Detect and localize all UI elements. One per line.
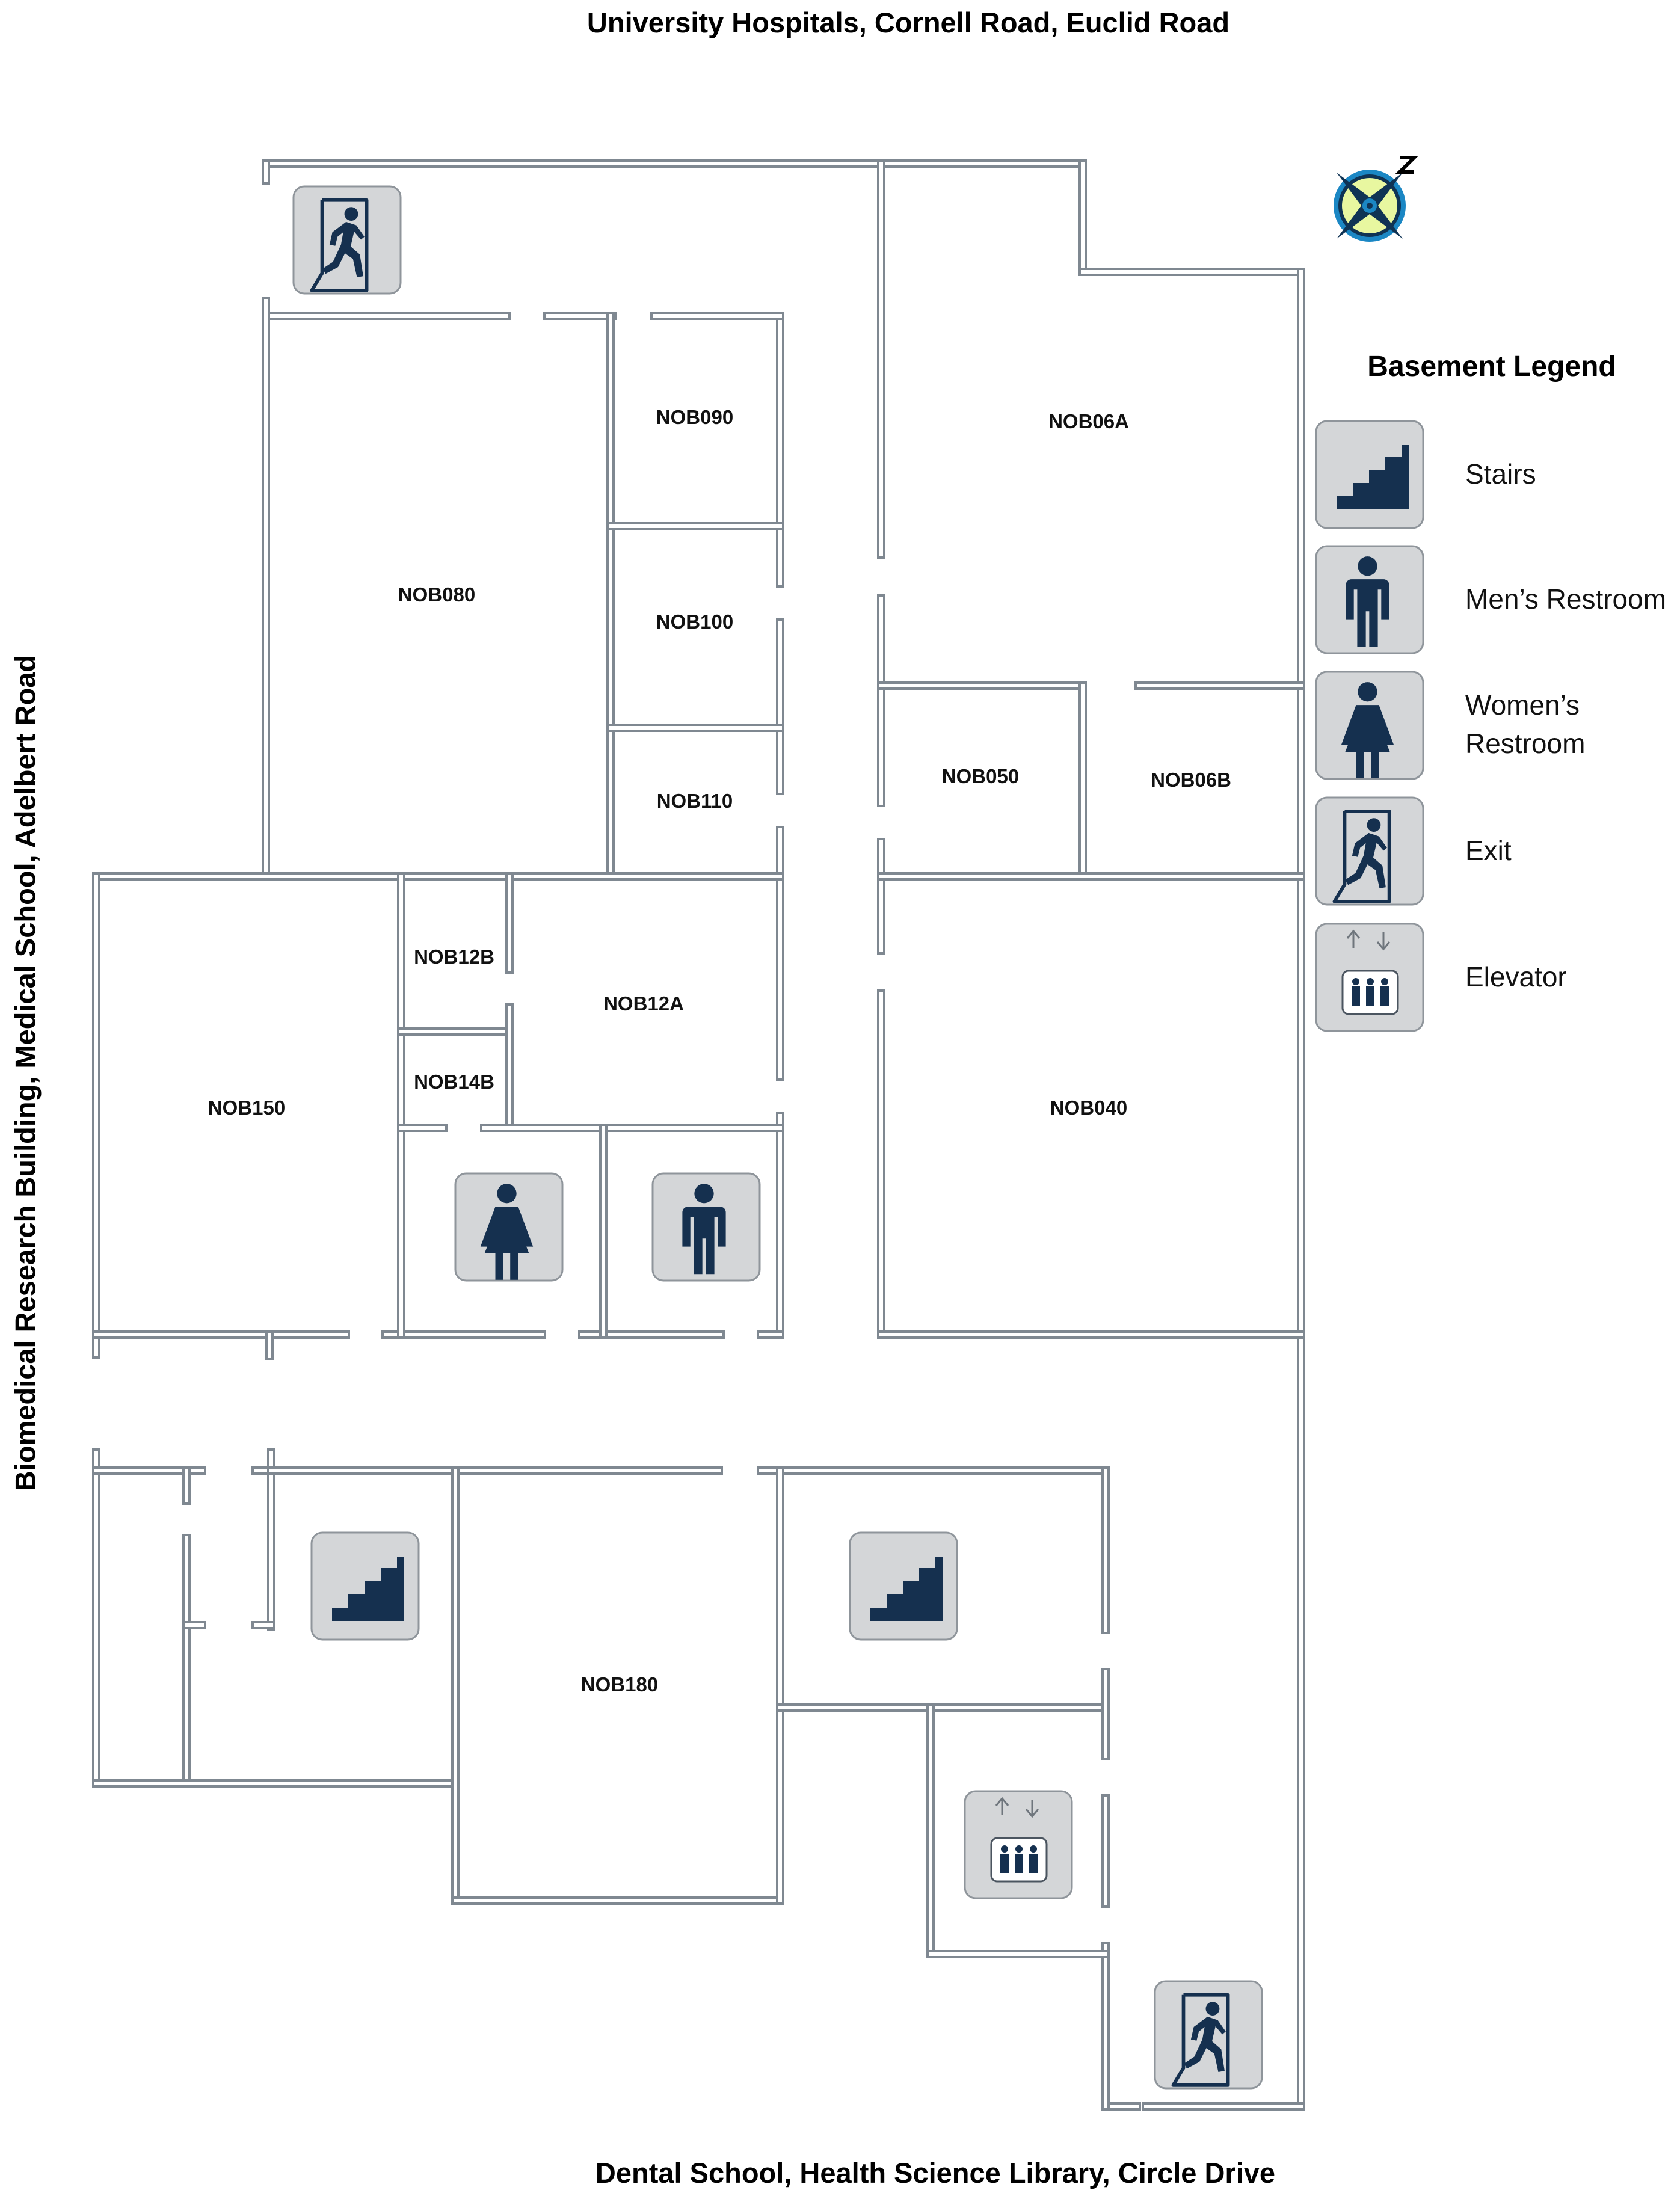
room-nob100: NOB100 xyxy=(656,610,733,633)
elevator-icon xyxy=(964,1790,1073,1899)
legend xyxy=(1315,420,1424,1032)
room-nob150: NOB150 xyxy=(208,1096,285,1119)
room-nob090: NOB090 xyxy=(656,406,733,428)
legend-label-exit: Exit xyxy=(1465,835,1512,866)
road-label-north: University Hospitals, Cornell Road, Eucl… xyxy=(586,7,1230,38)
compass-icon xyxy=(1334,156,1419,242)
legend-exit-icon xyxy=(1315,796,1424,906)
exit-icon xyxy=(1154,1980,1263,2090)
stairs-icon xyxy=(849,1531,958,1641)
legend-title: Basement Legend xyxy=(1367,351,1616,383)
legend-womens-restroom-icon xyxy=(1315,671,1424,780)
legend-elevator-icon xyxy=(1315,923,1424,1032)
room-nob180: NOB180 xyxy=(581,1673,658,1696)
legend-label-mens-restroom: Men’s Restroom xyxy=(1465,583,1667,615)
road-label-south: Dental School, Health Science Library, C… xyxy=(595,2157,1276,2189)
room-nob080: NOB080 xyxy=(398,583,475,606)
legend-label-womens-restroom: Women’s Restroom xyxy=(1465,689,1586,759)
room-nob050: NOB050 xyxy=(942,765,1019,787)
mens-restroom-icon xyxy=(651,1172,761,1282)
room-nob110: NOB110 xyxy=(657,790,733,812)
room-nob06a: NOB06A xyxy=(1048,410,1129,432)
exit-icon xyxy=(292,185,402,295)
room-nob12b: NOB12B xyxy=(414,946,494,968)
legend-label-elevator: Elevator xyxy=(1465,961,1567,992)
legend-stairs-icon xyxy=(1315,420,1424,529)
map-icons xyxy=(292,185,1263,2090)
room-nob06b: NOB06B xyxy=(1151,769,1231,791)
womens-restroom-icon xyxy=(454,1172,564,1282)
walls xyxy=(92,159,1305,2111)
room-nob12a: NOB12A xyxy=(603,992,684,1015)
room-nob040: NOB040 xyxy=(1050,1096,1127,1119)
legend-mens-restroom-icon xyxy=(1315,545,1424,654)
room-labels: NOB080 NOB090 NOB100 NOB110 NOB06A NOB05… xyxy=(208,406,1231,1696)
room-nob14b: NOB14B xyxy=(414,1071,494,1093)
stairs-icon xyxy=(310,1531,420,1641)
legend-label-stairs: Stairs xyxy=(1465,458,1536,490)
